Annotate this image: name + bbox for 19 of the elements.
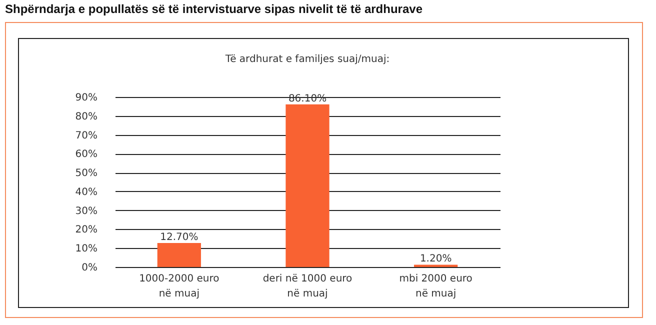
x-tick-label: deri në 1000 euro në muaj xyxy=(262,274,352,300)
y-tick-label: 0% xyxy=(82,262,98,274)
y-tick-label: 80% xyxy=(75,111,98,122)
y-tick-label: 50% xyxy=(75,168,98,180)
y-tick-label: 20% xyxy=(75,224,98,236)
y-tick-label: 10% xyxy=(75,244,98,255)
bar xyxy=(157,243,201,267)
y-tick-label: 30% xyxy=(75,206,98,217)
data-label: 1.20% xyxy=(420,254,452,265)
y-tick-label: 40% xyxy=(75,186,98,198)
y-tick-label: 90% xyxy=(75,92,98,104)
x-tick-label: 1000-2000 euro në muaj xyxy=(139,274,220,300)
data-label: 12.70% xyxy=(160,232,198,244)
chart-subtitle: Të ardhurat e familjes suaj/muaj: xyxy=(224,54,390,65)
y-tick-label: 70% xyxy=(75,130,98,142)
x-tick-label: mbi 2000 euro në muaj xyxy=(399,274,472,300)
chart-title: Shpërndarja e popullatës së të intervistuarve sipas nivelit të të ardhurave xyxy=(5,2,422,16)
bar xyxy=(286,104,330,267)
y-tick-label: 60% xyxy=(75,149,98,160)
